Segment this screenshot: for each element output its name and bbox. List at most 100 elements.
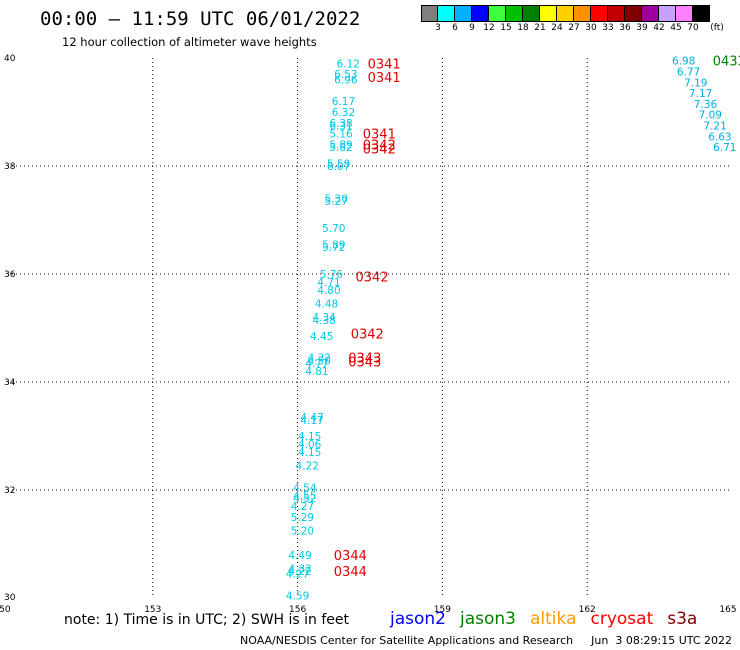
- wave-height-point: 4.32: [308, 353, 331, 365]
- wave-height-point: 4.55: [293, 490, 316, 502]
- wave-height-point: 4.48: [315, 299, 338, 311]
- wave-height-point: 6.07: [327, 161, 350, 173]
- satellite-altika: altika: [530, 609, 577, 629]
- legend-swatch: [506, 6, 523, 21]
- wave-height-points: 6.126.536.966.176.326.386.315.165.895.82…: [286, 56, 737, 603]
- x-tick-label: 150: [0, 605, 11, 615]
- x-tick-label: 156: [289, 605, 306, 615]
- legend-unit: (ft): [710, 23, 724, 33]
- wave-height-point: 5.27: [325, 196, 348, 208]
- wave-height-point: 6.38: [329, 118, 352, 130]
- legend-swatch: [455, 6, 472, 21]
- wave-height-point: 4.22: [296, 461, 319, 473]
- satellite-jason2: jason2: [390, 609, 446, 629]
- wave-height-point: 4.77: [305, 358, 328, 370]
- wave-height-point: 5.89: [329, 139, 352, 151]
- y-tick-label: 38: [4, 162, 16, 172]
- footer-note: note: 1) Time is in UTC; 2) SWH is in fe…: [64, 612, 350, 628]
- legend-swatch: [676, 6, 693, 21]
- legend-swatch: [591, 6, 608, 21]
- satellite-legend: jason2 jason3 altika cryosat s3a: [390, 609, 711, 629]
- y-tick-label: 34: [4, 378, 16, 388]
- wave-height-point: 7.36: [694, 99, 718, 111]
- satellite-s3a: s3a: [667, 609, 698, 629]
- legend-tick-label: 3: [435, 23, 441, 33]
- credit-org: NOAA/NESDIS Center for Satellite Applica…: [240, 634, 574, 647]
- wave-height-point: 4.54: [293, 482, 317, 494]
- legend-swatch: [574, 6, 591, 21]
- wave-height-point: 5.20: [291, 526, 314, 538]
- wave-height-point: 4.47: [300, 412, 323, 424]
- wave-height-point: 4.38: [312, 315, 335, 327]
- x-tick-label: 165: [719, 605, 736, 615]
- legend-swatch: [472, 6, 489, 21]
- legend-tick-label: 18: [517, 23, 529, 33]
- legend-tick-label: 39: [636, 23, 648, 33]
- pass-time-label: 0341: [368, 57, 401, 72]
- legend-tick-label: 6: [452, 23, 458, 33]
- satellite-jason3: jason3: [460, 609, 516, 629]
- pass-time-label: 0341: [368, 71, 401, 86]
- wave-height-point: 6.32: [332, 107, 355, 119]
- y-tick-label: 36: [4, 270, 16, 280]
- wave-height-point: 6.98: [672, 56, 695, 68]
- legend-tick-label: 9: [469, 23, 475, 33]
- wave-height-point: 6.71: [713, 142, 736, 154]
- wave-height-point: 4.22: [288, 566, 311, 578]
- wave-height-point: 6.17: [332, 96, 355, 108]
- pass-time-label: 0344: [334, 565, 367, 580]
- legend-swatch: [540, 6, 557, 21]
- legend-swatch: [557, 6, 574, 21]
- pass-time-label: 0342: [363, 143, 396, 158]
- wave-height-point: 4.49: [288, 550, 311, 562]
- legend-swatches: [421, 5, 710, 22]
- legend-tick-label: 33: [602, 23, 614, 33]
- wave-height-point: 5.59: [327, 158, 350, 170]
- chart-grid: [8, 58, 732, 598]
- wave-height-point: 6.63: [708, 131, 731, 143]
- pass-time-label: 0342: [356, 271, 389, 286]
- wave-height-point: 4.15: [298, 447, 321, 459]
- legend-swatch: [693, 6, 710, 21]
- credit-timestamp: Jun 3 08:29:15 UTC 2022: [591, 634, 733, 647]
- legend-tick-label: 30: [585, 23, 597, 33]
- y-tick-label: 40: [4, 54, 16, 64]
- wave-height-point: 4.15: [298, 431, 321, 443]
- pass-time-labels: 0341034103410342034203420342034303430344…: [334, 55, 740, 580]
- wave-height-point: 4.71: [317, 277, 340, 289]
- pass-time-label: 0343: [348, 352, 381, 367]
- wave-height-point: 5.30: [325, 193, 348, 205]
- legend-swatch: [642, 6, 659, 21]
- wave-height-point: 5.76: [320, 269, 344, 281]
- y-tick-label: 32: [4, 486, 15, 496]
- wave-height-point: 7.21: [703, 121, 726, 133]
- wave-height-point: 7.09: [699, 110, 722, 122]
- legend-tick-label: 45: [670, 23, 682, 33]
- wave-height-point: 4.34: [312, 312, 336, 324]
- wave-height-point: 4.17: [300, 415, 323, 427]
- wave-height-point: 4.33: [288, 563, 311, 575]
- pass-time-label: 0343: [348, 355, 381, 370]
- legend-swatch: [489, 6, 506, 21]
- x-tick-label: 159: [434, 605, 451, 615]
- wave-height-point: 5.89: [322, 239, 345, 251]
- page-title: 00:00 – 11:59 UTC 06/01/2022: [40, 8, 361, 30]
- x-tick-label: 153: [144, 605, 161, 615]
- wave-height-point: 6.77: [677, 67, 700, 79]
- x-tick-label: 162: [579, 605, 596, 615]
- pass-time-label: 0344: [334, 549, 367, 564]
- wave-height-point: 4.45: [310, 331, 333, 343]
- y-tick-label: 30: [4, 593, 16, 603]
- wave-height-point: 6.53: [334, 69, 357, 81]
- wave-height-point: 6.96: [334, 75, 358, 87]
- wave-height-point: 4.50: [308, 355, 331, 367]
- wave-height-point: 7.19: [684, 77, 707, 89]
- legend-tick-label: 36: [619, 23, 631, 33]
- wave-height-point: 6.31: [329, 121, 352, 133]
- legend-ticks: 3 6 9 12 15 18 21 24 27 30 33 36 39 42 45 70 (ft): [421, 22, 724, 34]
- wave-height-point: 4.52: [293, 493, 316, 505]
- legend-tick-label: 42: [653, 23, 665, 33]
- wave-height-point: 4.27: [286, 569, 309, 581]
- pass-time-label: 0341: [363, 128, 396, 143]
